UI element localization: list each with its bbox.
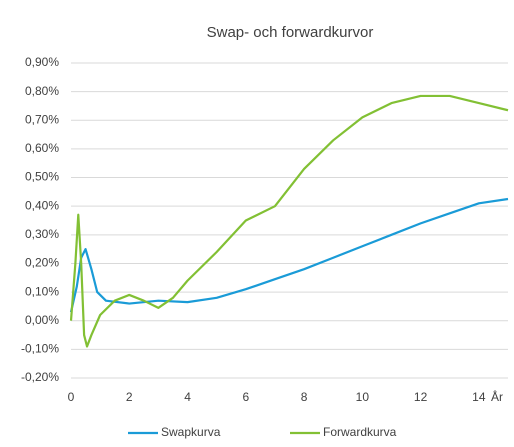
y-tick-label: 0,50% bbox=[25, 170, 59, 184]
chart-title: Swap- och forwardkurvor bbox=[207, 24, 374, 41]
y-tick-label: 0,70% bbox=[25, 112, 59, 126]
y-tick-label: 0,80% bbox=[25, 84, 59, 98]
y-tick-label: 0,10% bbox=[25, 284, 59, 298]
line-series bbox=[69, 197, 509, 313]
y-tick-label: -0,10% bbox=[21, 342, 59, 356]
y-tick-label: 0,90% bbox=[25, 55, 59, 69]
x-tick-label: 14 bbox=[472, 390, 486, 404]
y-tick-label: -0,20% bbox=[21, 370, 59, 384]
x-tick-label: 8 bbox=[301, 390, 308, 404]
x-tick-label: 2 bbox=[126, 390, 133, 404]
x-tick-label: 0 bbox=[68, 390, 75, 404]
y-tick-label: 0,40% bbox=[25, 198, 59, 212]
y-tick-label: 0,30% bbox=[25, 227, 59, 241]
x-axis-label: År bbox=[491, 389, 503, 404]
x-tick-label: 10 bbox=[356, 390, 370, 404]
x-tick-label: 4 bbox=[184, 390, 191, 404]
y-tick-label: 0,60% bbox=[25, 141, 59, 155]
legend-label: Forwardkurva bbox=[323, 425, 397, 439]
x-tick-label: 6 bbox=[242, 390, 249, 404]
line-series bbox=[69, 94, 509, 348]
x-tick-label: 12 bbox=[414, 390, 428, 404]
legend-label: Swapkurva bbox=[161, 425, 221, 439]
y-tick-label: 0,00% bbox=[25, 313, 59, 327]
y-tick-label: 0,20% bbox=[25, 256, 59, 270]
